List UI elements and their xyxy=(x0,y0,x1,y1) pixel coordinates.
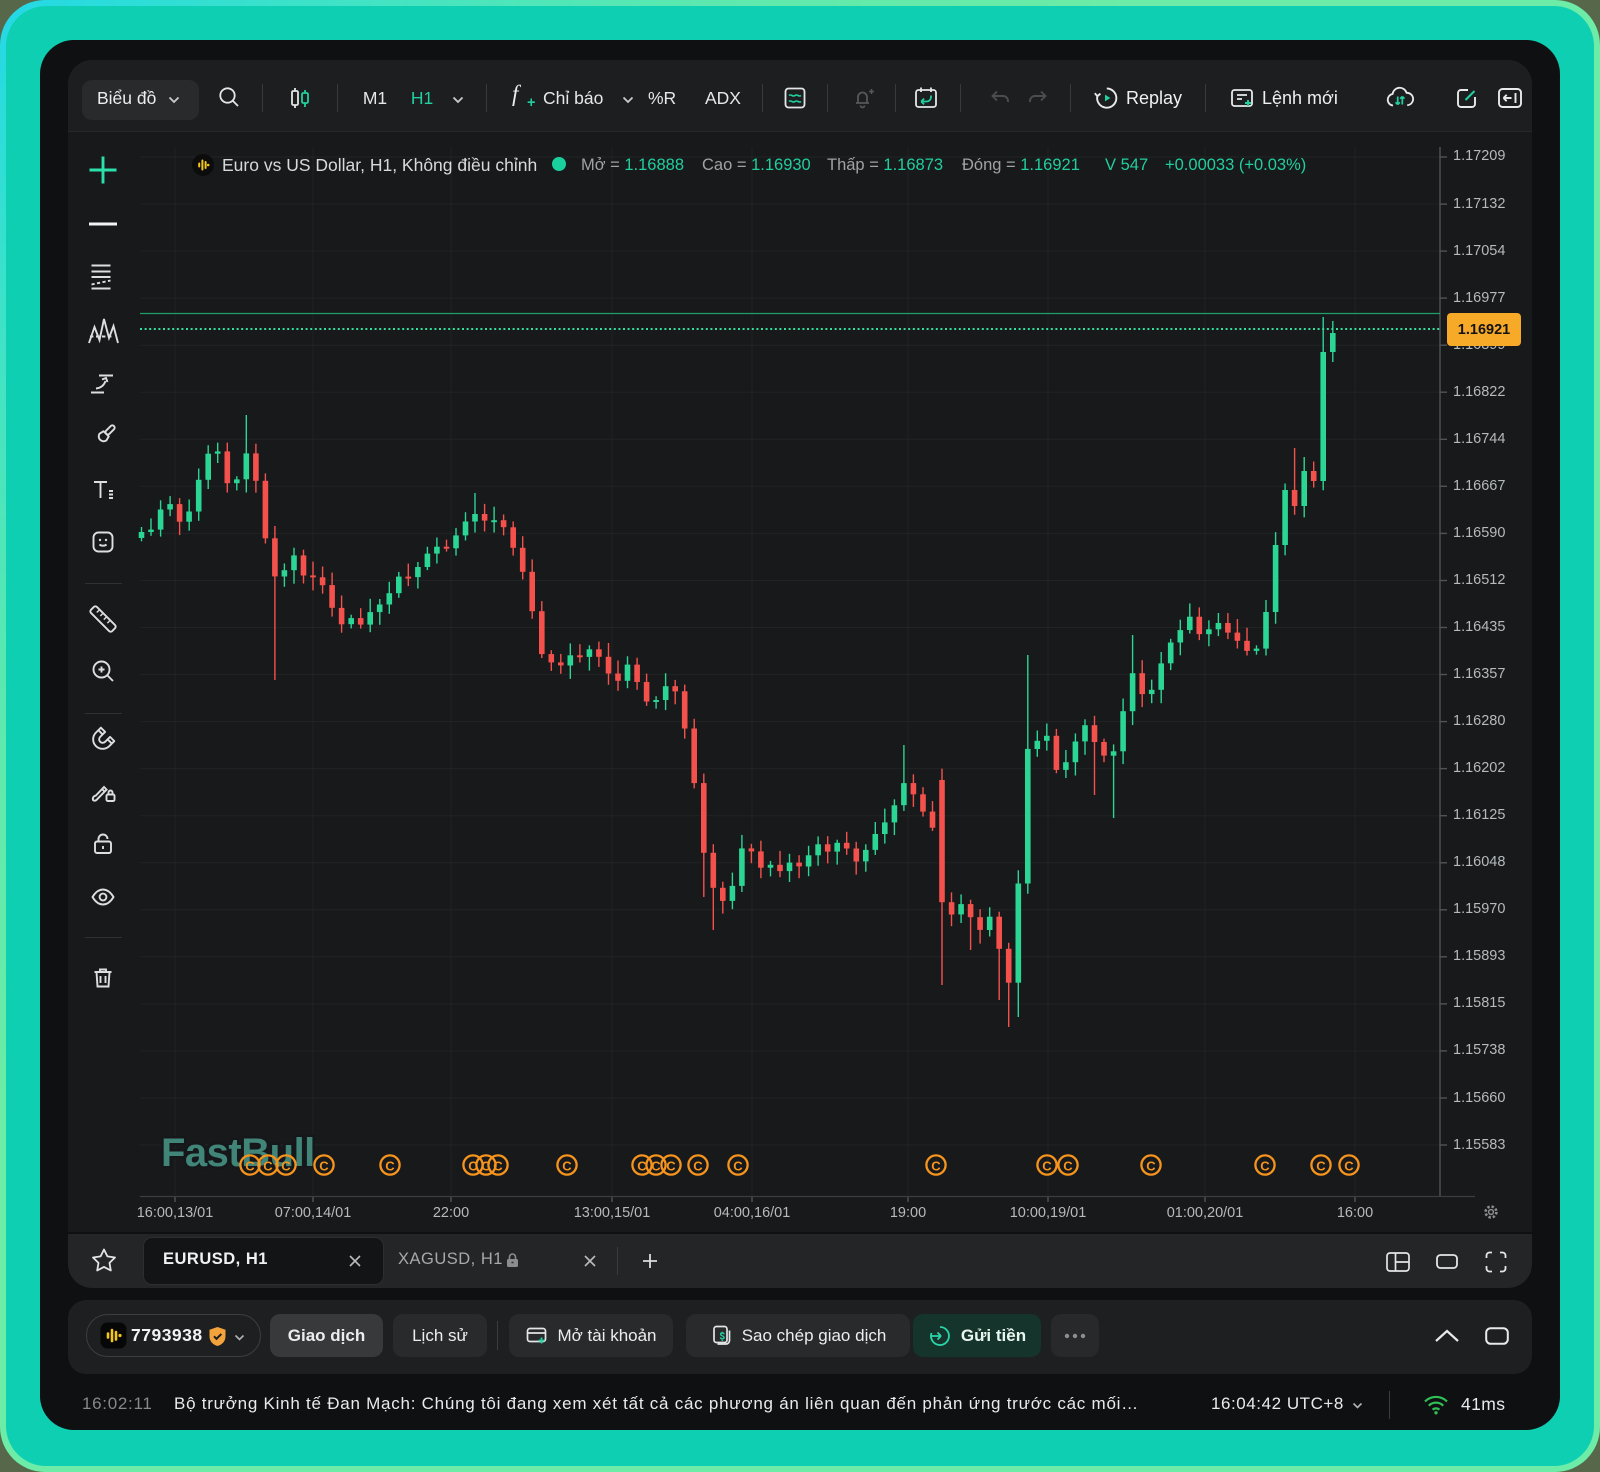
svg-text:C: C xyxy=(1316,1159,1326,1174)
svg-text:C: C xyxy=(1042,1159,1052,1174)
svg-text:C: C xyxy=(1260,1159,1270,1174)
svg-text:C: C xyxy=(651,1159,661,1174)
svg-text:C: C xyxy=(263,1159,273,1174)
svg-text:FastBull: FastBull xyxy=(161,1131,315,1175)
svg-text:C: C xyxy=(637,1159,647,1174)
svg-text:C: C xyxy=(468,1159,478,1174)
svg-text:C: C xyxy=(733,1159,743,1174)
svg-text:C: C xyxy=(319,1159,329,1174)
svg-text:C: C xyxy=(666,1159,676,1174)
svg-text:C: C xyxy=(931,1159,941,1174)
svg-text:C: C xyxy=(562,1159,572,1174)
svg-text:C: C xyxy=(493,1159,503,1174)
svg-text:C: C xyxy=(245,1159,255,1174)
svg-text:C: C xyxy=(1344,1159,1354,1174)
svg-text:C: C xyxy=(481,1159,491,1174)
svg-text:C: C xyxy=(1146,1159,1156,1174)
svg-text:C: C xyxy=(281,1159,291,1174)
svg-text:C: C xyxy=(693,1159,703,1174)
svg-text:C: C xyxy=(1063,1159,1073,1174)
svg-text:C: C xyxy=(385,1159,395,1174)
